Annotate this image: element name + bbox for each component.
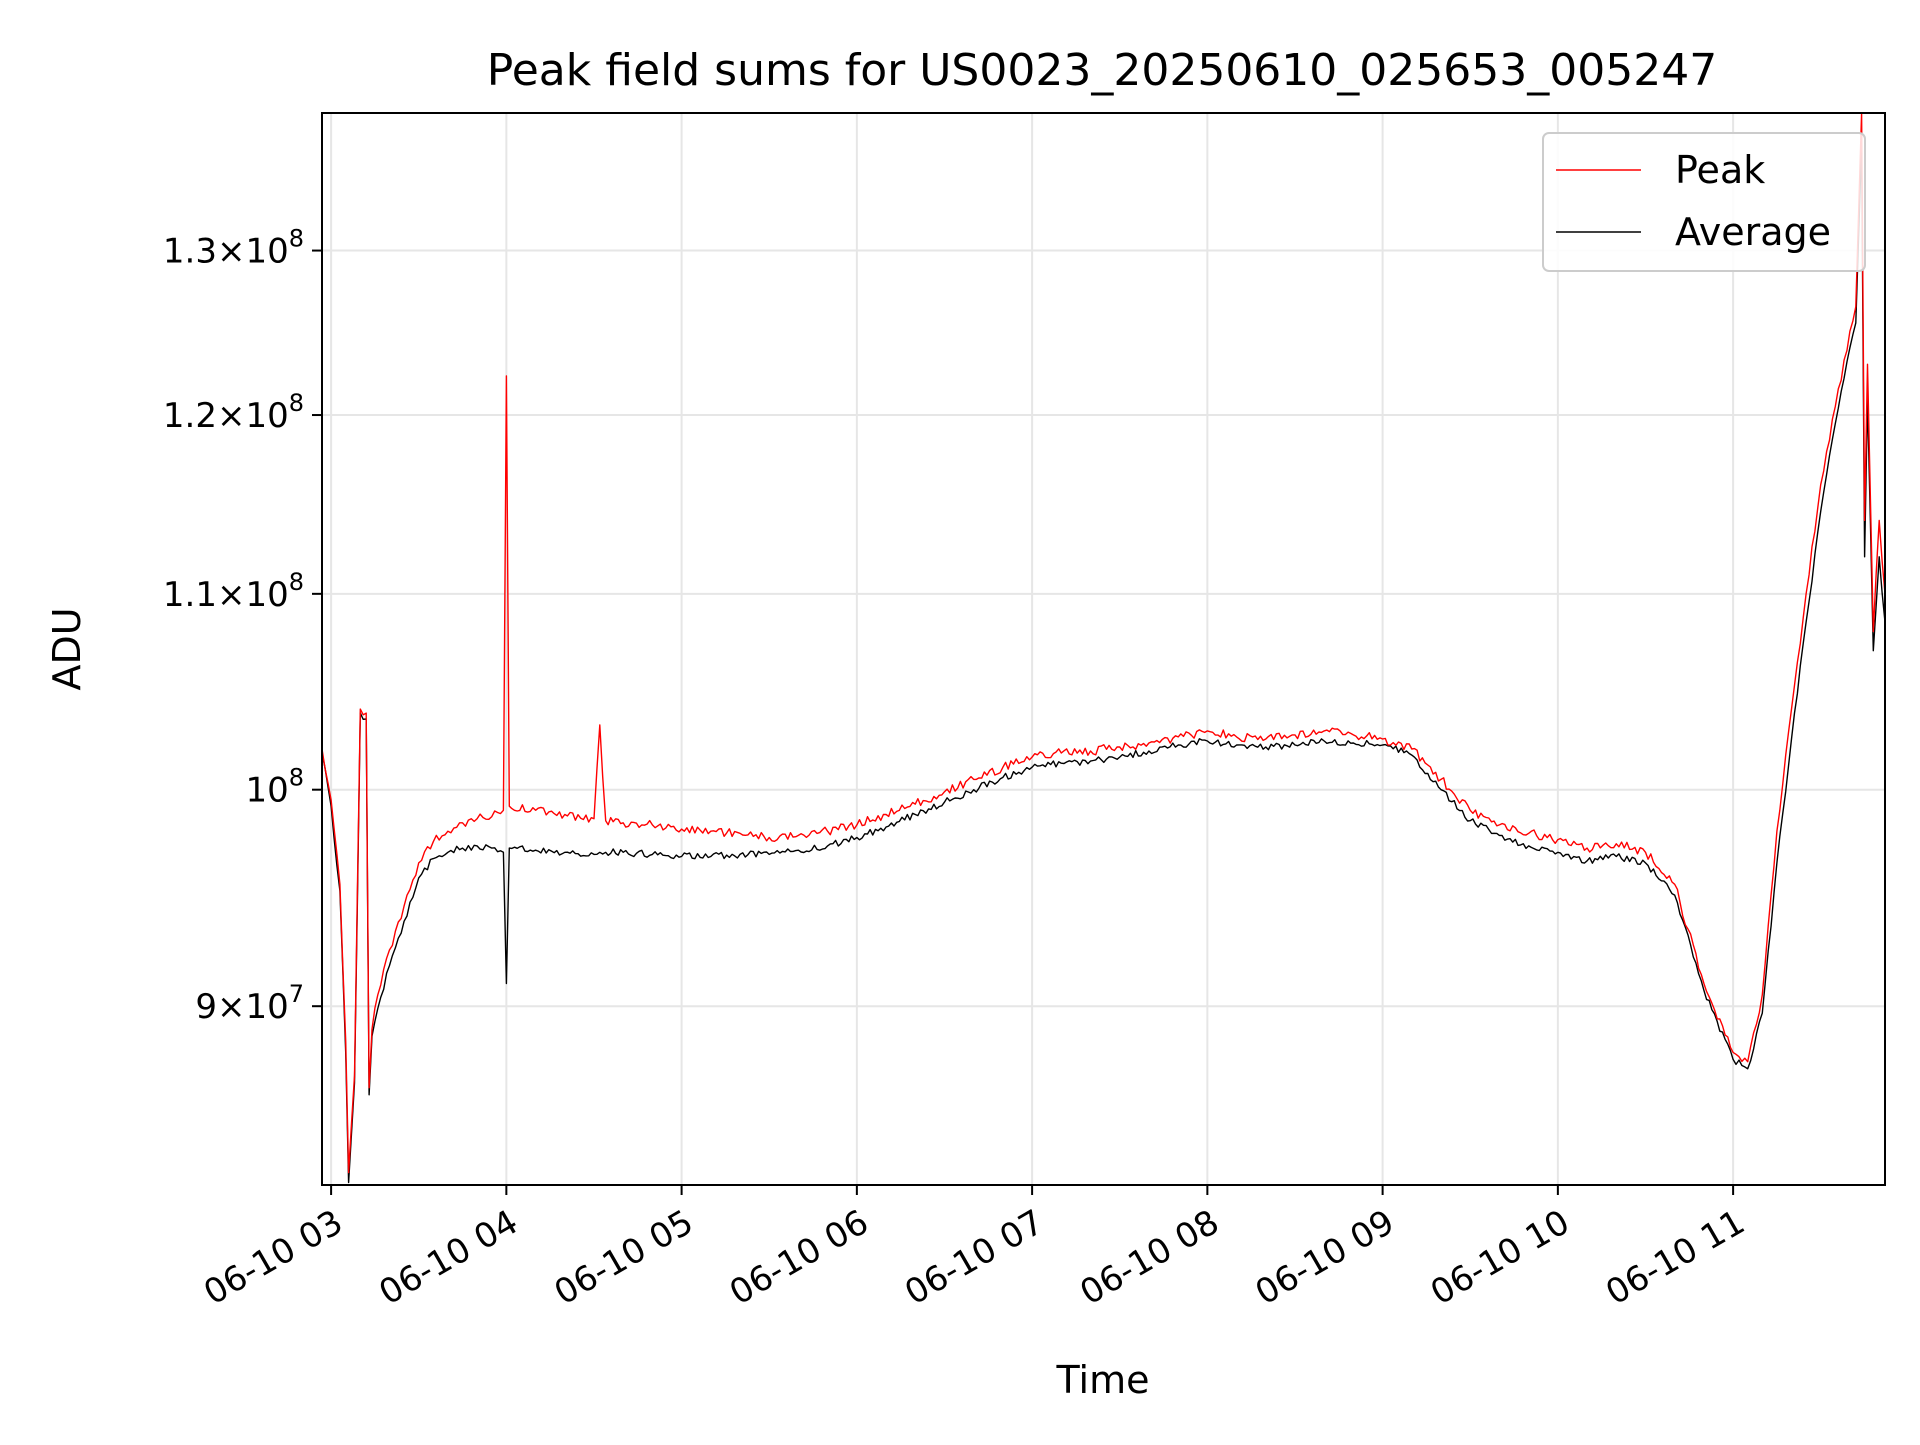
y-axis-label: ADU (45, 607, 89, 690)
y-tick-label: 108 (245, 764, 304, 811)
y-tick-base: 10 (245, 771, 288, 811)
series-line-peak (322, 113, 1885, 1174)
y-tick-times: ×10 (217, 396, 289, 436)
y-tick-exponent: 8 (289, 568, 304, 596)
y-tick-exponent: 8 (289, 389, 304, 417)
y-tick-exponent: 8 (289, 225, 304, 253)
y-tick-mantissa: 1.3 (163, 232, 217, 272)
chart-title: Peak field sums for US0023_20250610_0256… (487, 45, 1717, 96)
grid (322, 113, 1885, 1185)
y-tick-mantissa: 9 (195, 987, 217, 1027)
y-tick-times: ×10 (217, 232, 289, 272)
legend-label-average: Average (1675, 210, 1831, 254)
y-tick-exponent: 7 (289, 980, 304, 1008)
y-tick-mantissa: 1.2 (163, 396, 217, 436)
y-tick-label: 1.3×108 (163, 225, 304, 272)
y-tick-times: ×10 (217, 575, 289, 615)
y-tick-times: ×10 (217, 987, 289, 1027)
y-tick-label: 1.2×108 (163, 389, 304, 436)
series-line-average (322, 142, 1885, 1184)
plot-frame (321, 112, 1886, 1186)
y-tick-label: 1.1×108 (163, 568, 304, 615)
y-tick-mantissa: 1.1 (163, 575, 217, 615)
legend: Peak Average (1542, 132, 1866, 272)
legend-box (1542, 132, 1866, 272)
legend-label-peak: Peak (1675, 148, 1765, 192)
y-tick-label: 9×107 (195, 980, 304, 1027)
x-axis-label: Time (1056, 1358, 1150, 1402)
y-tick-exponent: 8 (289, 764, 304, 792)
series-layer (322, 113, 1885, 1184)
